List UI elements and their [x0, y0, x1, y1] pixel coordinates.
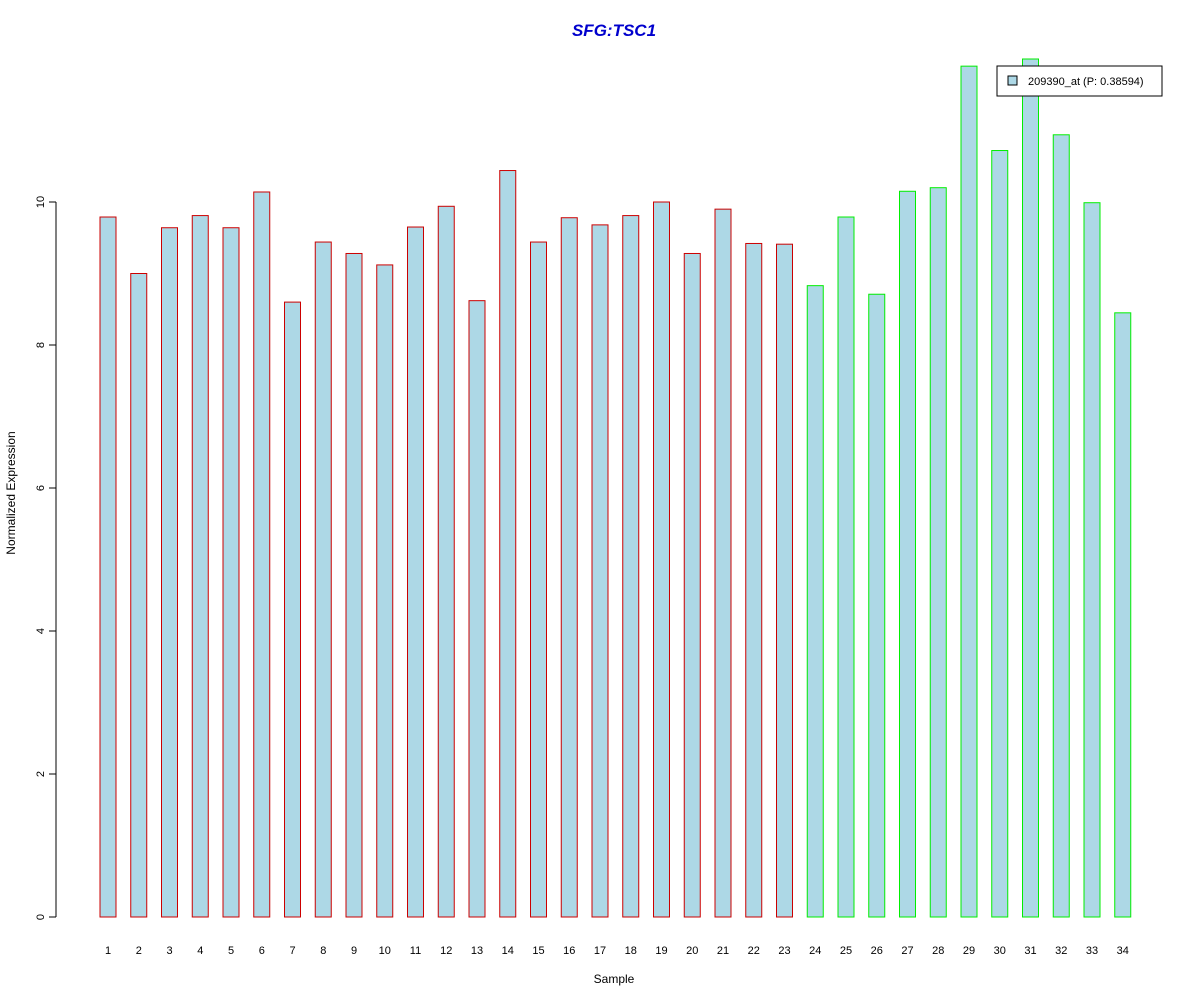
bar-21: [714, 208, 732, 918]
x-tick-label: 34: [1117, 945, 1129, 957]
legend-swatch: [1007, 75, 1018, 86]
y-tick-label: 10: [35, 196, 47, 208]
x-tick-label: 27: [901, 945, 913, 957]
bar-5: [222, 227, 240, 918]
bar-12: [437, 205, 455, 918]
x-tick-label: 33: [1086, 945, 1098, 957]
bar-15: [530, 241, 547, 918]
x-tick-label: 6: [259, 945, 265, 957]
x-tick-label: 8: [320, 945, 326, 957]
x-axis-label: Sample: [594, 972, 635, 986]
x-axis-tick-labels: 1 2 3 4 5 6 7 8 9 10 11 12 13 14 15 16 17 18 19 20 21 22 23 24 2…: [105, 945, 1129, 957]
bar-29: [960, 65, 978, 918]
x-tick-label: 9: [351, 945, 357, 957]
bar-2: [130, 273, 148, 918]
bar-26: [868, 293, 886, 918]
x-tick-label: 21: [717, 945, 729, 957]
x-tick-label: 30: [994, 945, 1006, 957]
x-tick-label: 7: [289, 945, 295, 957]
y-tick-label: 0: [35, 914, 47, 920]
bar-1: [99, 216, 117, 918]
bar-11: [407, 226, 424, 918]
x-tick-label: 22: [748, 945, 760, 957]
bar-17: [591, 224, 609, 918]
bar-20: [683, 252, 701, 918]
x-tick-label: 29: [963, 945, 975, 957]
bar-4: [191, 215, 209, 918]
bar-23: [776, 243, 793, 918]
x-tick-label: 15: [532, 945, 544, 957]
y-axis: 0 2 4 6 8 10: [35, 196, 57, 920]
x-tick-label: 26: [871, 945, 883, 957]
bar-10: [376, 264, 394, 918]
bar-6: [253, 191, 271, 918]
bar-14: [499, 170, 517, 918]
bar-7: [284, 301, 301, 918]
y-axis-label: Normalized Expression: [4, 431, 18, 554]
x-tick-label: 2: [136, 945, 142, 957]
x-tick-label: 14: [502, 945, 514, 957]
x-tick-label: 13: [471, 945, 483, 957]
bar-31: [1022, 58, 1039, 918]
bar-34: [1114, 312, 1132, 918]
x-tick-label: 24: [809, 945, 821, 957]
bars-group: [99, 58, 1132, 918]
x-tick-label: 18: [625, 945, 637, 957]
x-tick-label: 4: [197, 945, 203, 957]
x-tick-label: 5: [228, 945, 234, 957]
bar-18: [622, 215, 640, 918]
legend: 209390_at (P: 0.38594): [996, 65, 1163, 97]
x-tick-label: 19: [655, 945, 667, 957]
x-tick-label: 25: [840, 945, 852, 957]
x-tick-label: 11: [410, 945, 421, 957]
bar-19: [653, 201, 670, 918]
bar-22: [745, 242, 763, 918]
bar-8: [314, 241, 332, 918]
legend-label: 209390_at (P: 0.38594): [1028, 76, 1144, 88]
y-tick-label: 8: [35, 342, 47, 348]
x-tick-label: 31: [1024, 945, 1036, 957]
bar-25: [837, 216, 855, 918]
x-tick-label: 32: [1055, 945, 1067, 957]
legend-box: [996, 65, 1163, 97]
x-tick-label: 20: [686, 945, 698, 957]
y-tick-label: 2: [35, 771, 47, 777]
x-tick-label: 17: [594, 945, 606, 957]
y-tick-label: 6: [35, 485, 47, 491]
x-tick-label: 16: [563, 945, 575, 957]
x-tick-label: 28: [932, 945, 944, 957]
x-tick-label: 1: [105, 945, 111, 957]
x-tick-label: 10: [379, 945, 391, 957]
bar-27: [899, 190, 916, 918]
bar-30: [991, 150, 1009, 918]
x-tick-label: 12: [440, 945, 452, 957]
bar-28: [929, 187, 947, 918]
bar-24: [806, 285, 824, 918]
bar-13: [468, 300, 486, 918]
bar-16: [560, 217, 578, 918]
bar-3: [161, 227, 178, 918]
x-tick-label: 3: [166, 945, 172, 957]
x-tick-label: 23: [778, 945, 790, 957]
bar-32: [1052, 134, 1070, 918]
bar-9: [345, 252, 363, 918]
y-tick-label: 4: [35, 628, 47, 634]
bar-33: [1083, 202, 1101, 918]
chart-title: SFG:TSC1: [572, 21, 656, 40]
